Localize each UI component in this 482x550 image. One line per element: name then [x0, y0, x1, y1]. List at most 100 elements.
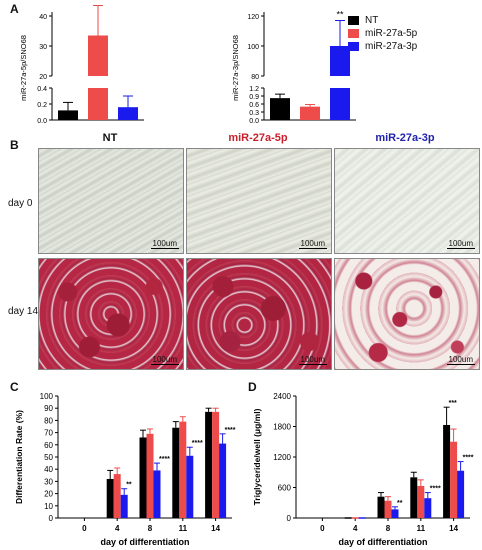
x-tick-label: 8 [386, 524, 391, 533]
x-tick-label: 14 [449, 524, 458, 533]
y-tick-label: 20 [44, 490, 53, 499]
y-tick-label: 80 [251, 74, 259, 81]
bar [270, 98, 290, 120]
y-tick-label: 0.0 [249, 118, 259, 125]
bar [450, 441, 458, 518]
y-tick-label: 80 [44, 416, 53, 425]
micrograph-nt-day14: 100um [38, 258, 184, 370]
y-axis-label: Differentiation Rate (%) [14, 410, 24, 504]
y-tick-label: 0.2 [37, 102, 47, 109]
y-tick-label: 0.4 [37, 86, 47, 93]
y-tick-label: 0 [287, 514, 292, 523]
bar [113, 474, 121, 518]
legend-label: miR-27a-5p [365, 28, 418, 39]
bar [153, 470, 161, 518]
bar [424, 498, 432, 518]
y-tick-label: 40 [44, 465, 53, 474]
row-label-day-14: day 14 [8, 306, 39, 317]
significance-marker: **** [225, 427, 236, 434]
micrograph-mir-27a-3p-day0: 100um [334, 148, 480, 254]
bar [212, 411, 220, 518]
x-tick-label: 8 [148, 524, 153, 533]
significance-marker: ** [336, 10, 344, 20]
x-tick-label: 0 [82, 524, 87, 533]
scale-bar: 100um [150, 355, 179, 365]
bar [391, 509, 399, 518]
bar [457, 470, 465, 518]
y-tick-label: 0.6 [249, 102, 259, 109]
y-axis-label: miR-27a-3p/SNO68 [231, 35, 240, 101]
x-axis-label: day of differentiation [338, 537, 427, 547]
y-tick-label: 1200 [273, 453, 291, 462]
panel-letter-b: B [10, 138, 19, 152]
panel-letter-c: C [10, 380, 19, 394]
bar [417, 485, 425, 518]
y-tick-label: 30 [39, 44, 47, 51]
y-tick-label: 70 [44, 429, 53, 438]
x-tick-label: 4 [115, 524, 120, 533]
micrograph-mir-27a-5p-day0: 100um [186, 148, 332, 254]
scale-bar: 100um [446, 239, 475, 249]
significance-marker: ** [126, 482, 132, 489]
row-label-day-0: day 0 [8, 198, 33, 209]
micrograph-nt-day0: 100um [38, 148, 184, 254]
bar [120, 494, 128, 518]
column-title-nt: NT [102, 132, 118, 144]
x-tick-label: 11 [179, 524, 188, 533]
bar-lower-segment [330, 88, 350, 120]
x-tick-label: 0 [320, 524, 325, 533]
y-tick-label: 2400 [273, 392, 291, 401]
y-tick-label: 0.0 [37, 118, 47, 125]
bar [300, 106, 320, 120]
significance-marker: **** [159, 456, 170, 463]
y-tick-label: 120 [247, 14, 259, 21]
x-tick-label: 11 [417, 524, 426, 533]
chart-a2: 0.00.30.60.91.2 80 100 120 miR-27a-3p/SNO68 *… [231, 10, 356, 125]
y-tick-label: 1.2 [249, 86, 259, 93]
y-tick-label: 600 [278, 484, 292, 493]
bar [205, 411, 213, 518]
significance-marker: ** [397, 500, 403, 507]
chart-a1: 0.0 0.2 0.4 20 30 40 miR-27a-5p/SNO68 * [19, 0, 144, 125]
y-tick-label: 0 [49, 514, 54, 523]
chart-d: 0 600 1200 1800 2400 Triglyceride/well (μg/ml… [252, 392, 474, 547]
legend-label: miR-27a-3p [365, 41, 418, 52]
legend-item: miR-27a-5p [348, 27, 417, 40]
bar [58, 110, 78, 120]
micrograph-mir-27a-3p-day14: 100um [334, 258, 480, 370]
bar [139, 437, 147, 518]
x-tick-label: 14 [211, 524, 220, 533]
y-tick-label: 1800 [273, 423, 291, 432]
y-axis-label: Triglyceride/well (μg/ml) [252, 408, 262, 505]
bar-lower-segment [88, 88, 108, 120]
significance-marker: **** [192, 440, 203, 447]
scale-bar: 100um [298, 239, 327, 249]
micrograph-mir-27a-5p-day14: 100um [186, 258, 332, 370]
bar [186, 455, 194, 518]
y-tick-label: 100 [247, 44, 259, 51]
bar [106, 478, 114, 518]
bar [88, 35, 108, 76]
significance-marker: **** [463, 455, 474, 462]
significance-marker: *** [449, 400, 457, 407]
y-tick-label: 10 [44, 502, 53, 511]
x-tick-label: 4 [353, 524, 358, 533]
column-title-mir-27a-3p: miR-27a-3p [375, 132, 435, 144]
legend-label: NT [365, 15, 379, 26]
scale-bar: 100um [298, 355, 327, 365]
y-tick-label: 40 [39, 14, 47, 21]
panel-letter-d: D [248, 380, 257, 394]
bar [377, 496, 385, 518]
y-tick-label: 100 [40, 392, 54, 401]
bar [146, 433, 154, 518]
scale-bar: 100um [446, 355, 475, 365]
bar [219, 443, 227, 518]
y-tick-label: 60 [44, 441, 53, 450]
y-axis-label: miR-27a-5p/SNO68 [19, 35, 28, 101]
significance-marker: * [96, 0, 100, 5]
legend-swatch [348, 42, 359, 51]
legend-item: NT [348, 14, 417, 27]
bar [179, 421, 187, 518]
bar [172, 427, 180, 518]
